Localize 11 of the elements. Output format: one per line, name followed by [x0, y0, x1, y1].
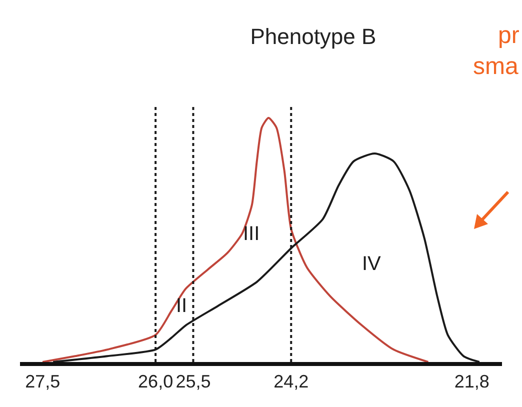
chart-title: Phenotype B — [250, 24, 376, 49]
x-tick-label: 24,2 — [274, 372, 309, 392]
x-tick-label: 26,0 — [138, 372, 174, 392]
annotation: II — [176, 295, 188, 317]
x-tick-label: 27,5 — [25, 372, 60, 392]
x-tick-label: 21,8 — [454, 372, 490, 392]
x-tick-label: 25,5 — [176, 372, 211, 392]
annotation: III — [243, 223, 260, 245]
annotation: IV — [362, 253, 382, 275]
text: pr — [498, 22, 520, 49]
text: sma — [473, 53, 519, 80]
